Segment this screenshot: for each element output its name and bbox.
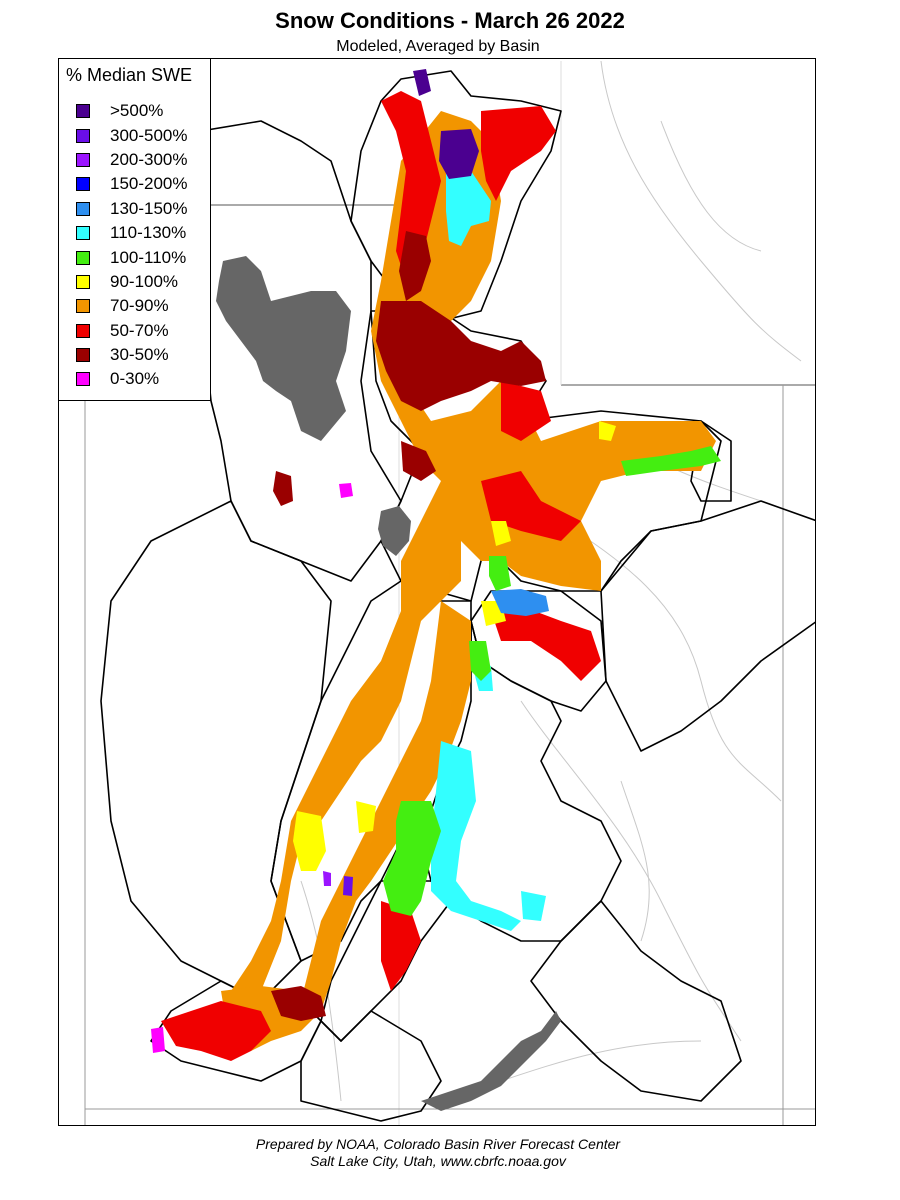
legend-item: 90-100% <box>76 270 188 294</box>
swe-regions <box>151 69 721 1061</box>
swe-200-300-sevier <box>323 871 331 886</box>
legend-swatch <box>76 274 90 289</box>
river-network <box>300 60 802 1102</box>
swe-300-500-sevier <box>343 876 353 896</box>
swe-50-70-virgin <box>161 1001 271 1061</box>
legend-item: 130-150% <box>76 197 188 221</box>
map-legend: % Median SWE >500% 300-500% 200-300% 150-20… <box>58 58 211 401</box>
footer-location-line: Salt Lake City, Utah, www.cbrfc.noaa.gov <box>310 1153 566 1169</box>
legend-swatch <box>76 323 90 338</box>
swe-100-110-uinta <box>621 446 721 476</box>
basin-west-desert <box>100 500 332 1002</box>
legend-item: 50-70% <box>76 319 188 343</box>
legend-item: 100-110% <box>76 245 188 269</box>
legend-label: 100-110% <box>110 247 187 267</box>
basin-bear <box>350 70 562 322</box>
lake-powell <box>421 1011 561 1111</box>
legend-swatch <box>76 299 90 314</box>
legend-label: 300-500% <box>110 125 188 145</box>
swe-0-30-gsl <box>339 483 353 498</box>
legend-item: >500% <box>76 99 188 123</box>
legend-label: 30-50% <box>110 345 169 365</box>
legend-label: 90-100% <box>110 271 179 291</box>
map-frame[interactable] <box>58 58 816 1126</box>
swe-100-110-price <box>489 556 511 591</box>
swe-100-110-fremont <box>383 801 441 916</box>
legend-label: 200-300% <box>110 149 188 169</box>
basin-paria <box>300 1010 442 1122</box>
legend-list: >500% 300-500% 200-300% 150-200% 130-150% 110… <box>76 99 188 392</box>
swe-90-100-sevier <box>293 811 326 871</box>
swe-0-30-virgin <box>151 1027 165 1053</box>
legend-swatch <box>76 226 90 241</box>
page-title: Snow Conditions - March 26 2022 <box>275 8 625 33</box>
footer-credit-line: Prepared by NOAA, Colorado Basin River F… <box>255 1136 621 1152</box>
legend-swatch <box>76 201 90 216</box>
swe-30-50-north <box>399 231 431 301</box>
swe-110-130-bear <box>446 161 491 246</box>
page-subtitle: Modeled, Averaged by Basin <box>336 38 540 55</box>
legend-swatch <box>76 177 90 192</box>
swe-90-100-north <box>491 521 511 546</box>
swe-50-70-north <box>381 91 441 281</box>
legend-label: 0-30% <box>110 369 160 389</box>
swe-110-130-san-rafael <box>431 741 521 931</box>
legend-item: 30-50% <box>76 343 188 367</box>
swe-50-70-east <box>501 381 551 441</box>
legend-label: 150-200% <box>110 174 188 194</box>
legend-swatch <box>76 348 90 363</box>
swe-110-130-east <box>521 891 546 921</box>
legend-item: 200-300% <box>76 148 188 172</box>
swe-30-50-south <box>271 986 326 1021</box>
swe-30-50-west <box>273 471 293 506</box>
swe-130-150-price <box>491 589 549 616</box>
swe-50-70-northeast <box>481 106 556 201</box>
legend-swatch <box>76 250 90 265</box>
swe-50-70-price <box>491 606 601 681</box>
basin-lower-green <box>600 500 815 752</box>
swe-above-500-north <box>413 69 431 96</box>
swe-30-50-provo <box>401 441 436 481</box>
legend-item: 150-200% <box>76 172 188 196</box>
swe-30-50-weber <box>376 301 546 411</box>
credit-footer: Prepared by NOAA, Colorado Basin River F… <box>0 1136 876 1170</box>
swe-70-90-sevier <box>301 601 471 1011</box>
legend-item: 70-90% <box>76 294 188 318</box>
legend-label: 70-90% <box>110 296 169 316</box>
legend-swatch <box>76 152 90 167</box>
legend-item: 0-30% <box>76 367 188 391</box>
legend-swatch <box>76 104 90 119</box>
swe-above-500-bear <box>439 129 479 179</box>
legend-item: 110-130% <box>76 221 188 245</box>
legend-label: 50-70% <box>110 320 169 340</box>
basin-dirty-devil <box>530 900 742 1102</box>
legend-title: % Median SWE <box>66 65 193 85</box>
swe-50-70-escalante <box>381 901 421 991</box>
swe-90-100-uinta <box>599 421 616 441</box>
legend-label: 110-130% <box>110 223 187 243</box>
swe-90-100-sevier2 <box>356 801 376 833</box>
legend-swatch <box>76 128 90 143</box>
legend-swatch <box>76 372 90 387</box>
swe-70-90-main <box>231 111 716 1011</box>
utah-lake <box>378 506 411 556</box>
legend-item: 300-500% <box>76 123 188 147</box>
legend-label: 130-150% <box>110 198 188 218</box>
great-salt-lake <box>216 256 351 441</box>
legend-label: >500% <box>110 101 164 121</box>
snow-conditions-map <box>59 60 815 1125</box>
swe-100-110-san-rafael <box>469 641 491 681</box>
